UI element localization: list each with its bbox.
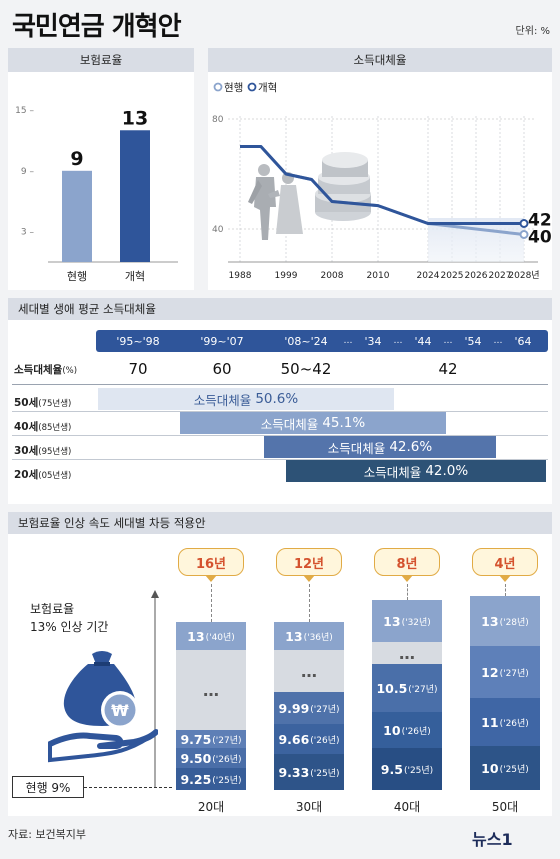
page-title: 국민연금 개혁안 — [12, 12, 181, 42]
side-label-premium: 보험료율 — [30, 602, 75, 616]
elderly-couple-coins-illustration — [248, 152, 371, 240]
reform-end-value: 42 — [528, 211, 552, 231]
unit-label: 단위: % — [515, 26, 550, 37]
premium-category-label: 현행 — [67, 270, 87, 283]
current-rate-box: 현행 9% — [12, 776, 84, 798]
logo-text: 뉴스1 — [472, 830, 513, 849]
period-ellipsis: … — [393, 336, 403, 346]
legend-marker-1 — [247, 82, 257, 92]
premium-chart-header: 보험료율 — [8, 48, 194, 72]
period-label: '99~'07 — [200, 334, 244, 348]
premium-ytick-label: 3 – — [21, 228, 35, 238]
replacement-xtick-label: 2008 — [321, 271, 344, 281]
period-ellipsis: … — [493, 336, 503, 346]
replacement-ytick-label: 40 — [212, 225, 224, 235]
svg-text:₩: ₩ — [111, 701, 129, 720]
legend-label: 현행 — [224, 82, 243, 94]
replacement-series-reform — [240, 145, 524, 225]
current-end-value: 40 — [528, 228, 552, 248]
premium-bar-chart: 15 – 9 – 3 – 9 현행 13 개혁 — [15, 106, 178, 283]
premium-bar-current — [62, 170, 92, 262]
legend-marker-0 — [213, 82, 223, 92]
period-label: '95~'98 — [116, 334, 160, 348]
premium-bar-reform — [120, 130, 150, 262]
period-ellipsis: … — [443, 336, 453, 346]
premium-ytick-label: 9 – — [21, 167, 35, 177]
period-label: '08~'24 — [284, 334, 328, 348]
legend-label: 개혁 — [258, 82, 277, 94]
premium-value-label: 9 — [70, 148, 83, 170]
period-header-bar: '95~'98 '99~'07 '08~'24 '34 '44 '54 '64 … … … … — [96, 330, 548, 352]
replacement-xtick-label: 2010 — [367, 271, 390, 281]
premium-chart-panel — [8, 72, 194, 290]
premium-category-label: 개혁 — [125, 270, 145, 283]
period-ellipsis: … — [343, 336, 353, 346]
period-label: '64 — [514, 334, 532, 348]
generation-table-header: 세대별 생애 평균 소득대체율 — [8, 298, 552, 320]
source-label: 자료: 보건복지부 — [8, 828, 87, 841]
replacement-xtick-label: 2025 — [441, 271, 464, 281]
money-bag-hand-icon: ₩ — [48, 651, 158, 763]
replacement-end-marker — [519, 230, 529, 239]
replacement-xtick-label: 1988 — [229, 271, 252, 281]
side-label-period: 13% 인상 기간 — [30, 620, 109, 634]
replacement-xtick-label: 2024 — [417, 271, 440, 281]
replacement-xtick-label: 2028년 — [508, 270, 539, 281]
period-label: '34 — [364, 334, 382, 348]
replacement-ytick-label: 80 — [212, 115, 224, 125]
replacement-xtick-label: 2026 — [465, 271, 488, 281]
premium-ytick-label: 15 – — [15, 106, 34, 116]
schedule-header: 보험료율 인상 속도 세대별 차등 적용안 — [8, 512, 552, 534]
current-rate-line — [84, 787, 174, 788]
period-label: '44 — [414, 334, 432, 348]
news1-logo: 뉴스1 — [472, 820, 552, 850]
premium-value-label: 13 — [122, 107, 148, 129]
period-label: '54 — [464, 334, 482, 348]
replacement-chart-header: 소득대체율 — [208, 48, 552, 72]
replacement-end-marker — [519, 219, 529, 228]
replacement-xtick-label: 2027 — [489, 271, 512, 281]
replacement-xtick-label: 1999 — [275, 271, 298, 281]
up-arrow-icon — [151, 590, 159, 788]
